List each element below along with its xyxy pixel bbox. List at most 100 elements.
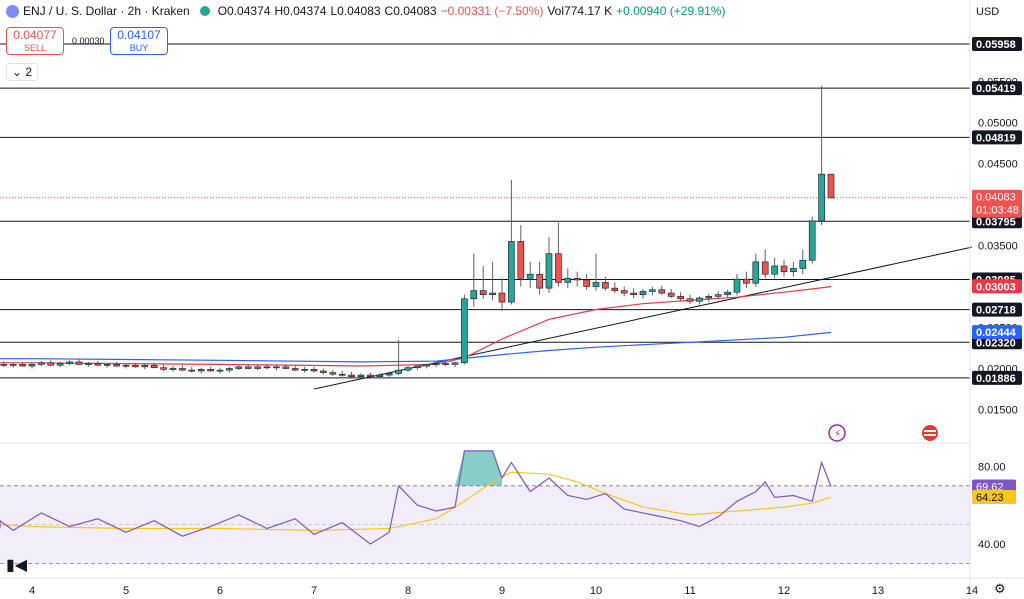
- candle: [47, 360, 55, 367]
- y-tick-label: 0.03500: [978, 241, 1018, 253]
- candle-body: [432, 363, 440, 365]
- candle: [827, 173, 835, 199]
- candle-body: [508, 241, 515, 303]
- candle-body: [592, 282, 600, 287]
- candle-body: [714, 294, 722, 297]
- enj-coin-icon: [6, 4, 19, 18]
- candle-body: [451, 362, 459, 365]
- candle-body: [442, 363, 449, 365]
- candle-body: [9, 364, 17, 366]
- candle-body: [808, 220, 816, 261]
- candle: [592, 253, 600, 291]
- candle-body: [188, 369, 196, 372]
- candle: [733, 274, 741, 296]
- flash-event-icon: [828, 424, 846, 442]
- candle: [423, 363, 431, 369]
- buy-price: 0.04107: [117, 28, 161, 42]
- candle: [545, 237, 553, 294]
- x-tick-label: 13: [872, 585, 884, 597]
- candle: [451, 361, 459, 367]
- close-value: C0.04083: [384, 4, 437, 18]
- candle: [602, 276, 609, 291]
- level-label-bg: [972, 370, 1022, 385]
- candle-body: [310, 369, 318, 372]
- level-label-bg: [972, 214, 1022, 229]
- candle-body: [38, 362, 45, 365]
- candle-body: [489, 292, 496, 295]
- candle-body: [733, 278, 741, 293]
- rsi-tick-label: 80.00: [978, 461, 1006, 473]
- candle-body: [536, 273, 543, 289]
- candle: [414, 364, 421, 371]
- candle-body: [169, 368, 177, 370]
- candle: [752, 253, 760, 287]
- candle: [301, 366, 308, 373]
- rsi-ma-line: [0, 471, 832, 532]
- candle: [85, 361, 92, 367]
- candle: [677, 292, 684, 302]
- candle-body: [423, 364, 431, 367]
- candle-body: [207, 369, 214, 372]
- candle: [66, 360, 73, 366]
- x-tick-label: 7: [311, 585, 317, 597]
- ma-fast-line: [0, 285, 832, 367]
- candle: [442, 361, 449, 367]
- candle-body: [461, 298, 468, 364]
- spread-value: 0.00030: [72, 36, 105, 46]
- ma-slow-label: 0.02444: [976, 327, 1017, 339]
- candle-body: [630, 292, 637, 295]
- chart-header: ENJ / U. S. Dollar · 2h · Kraken O0.0437…: [6, 4, 726, 18]
- candle: [705, 293, 713, 303]
- candle: [555, 222, 562, 287]
- candle-body: [395, 369, 402, 374]
- candle: [714, 291, 722, 300]
- candle: [498, 278, 506, 312]
- candle-body: [28, 364, 36, 367]
- level-label: 0.05958: [976, 39, 1016, 51]
- ma-fast-label-bg: [972, 279, 1022, 294]
- candle: [771, 257, 778, 279]
- currency-selector[interactable]: USD: [976, 6, 1000, 18]
- current-price-label: 0.04083: [976, 192, 1016, 204]
- candle: [724, 289, 731, 298]
- buy-button[interactable]: 0.04107 BUY: [110, 27, 168, 55]
- level-label-bg: [972, 130, 1022, 145]
- candle: [517, 225, 525, 287]
- candle: [367, 372, 374, 378]
- candle-body: [301, 369, 308, 371]
- symbol-title[interactable]: ENJ / U. S. Dollar · 2h · Kraken: [23, 4, 190, 18]
- candle-body: [113, 364, 120, 367]
- flag-stripe: [924, 430, 936, 432]
- candle-body: [141, 364, 149, 368]
- ma-fast-label: 0.03003: [976, 281, 1016, 293]
- candle: [818, 85, 825, 225]
- candle: [94, 361, 102, 367]
- candle: [780, 260, 788, 277]
- candle-body: [94, 363, 102, 366]
- flash-event-glyph: ⚡: [834, 429, 841, 440]
- candle: [385, 371, 393, 377]
- candle: [320, 368, 327, 375]
- candle-body: [0, 364, 8, 366]
- candle: [141, 363, 149, 370]
- candle: [226, 366, 233, 373]
- flag-stripe: [924, 434, 936, 436]
- candle: [461, 294, 468, 365]
- change-value: −0.00331 (−7.50%): [440, 4, 544, 18]
- level-label-bg: [972, 81, 1022, 96]
- candle-body: [357, 374, 365, 377]
- rsi-overbought-fill: [455, 450, 502, 486]
- high-value: H0.04374: [274, 4, 327, 18]
- indicator-collapse-button[interactable]: ⌄ 2: [6, 63, 39, 81]
- x-tick-label: 4: [29, 585, 35, 597]
- candle: [197, 367, 205, 374]
- level-label: 0.02320: [976, 337, 1016, 349]
- sell-button[interactable]: 0.04077 SELL: [6, 27, 64, 55]
- candle-body: [85, 363, 92, 365]
- rsi-ma-value-label-bg: [972, 489, 1016, 504]
- candle-body: [150, 364, 158, 368]
- candle: [9, 362, 17, 368]
- candle-body: [179, 368, 186, 371]
- candle-body: [564, 277, 572, 283]
